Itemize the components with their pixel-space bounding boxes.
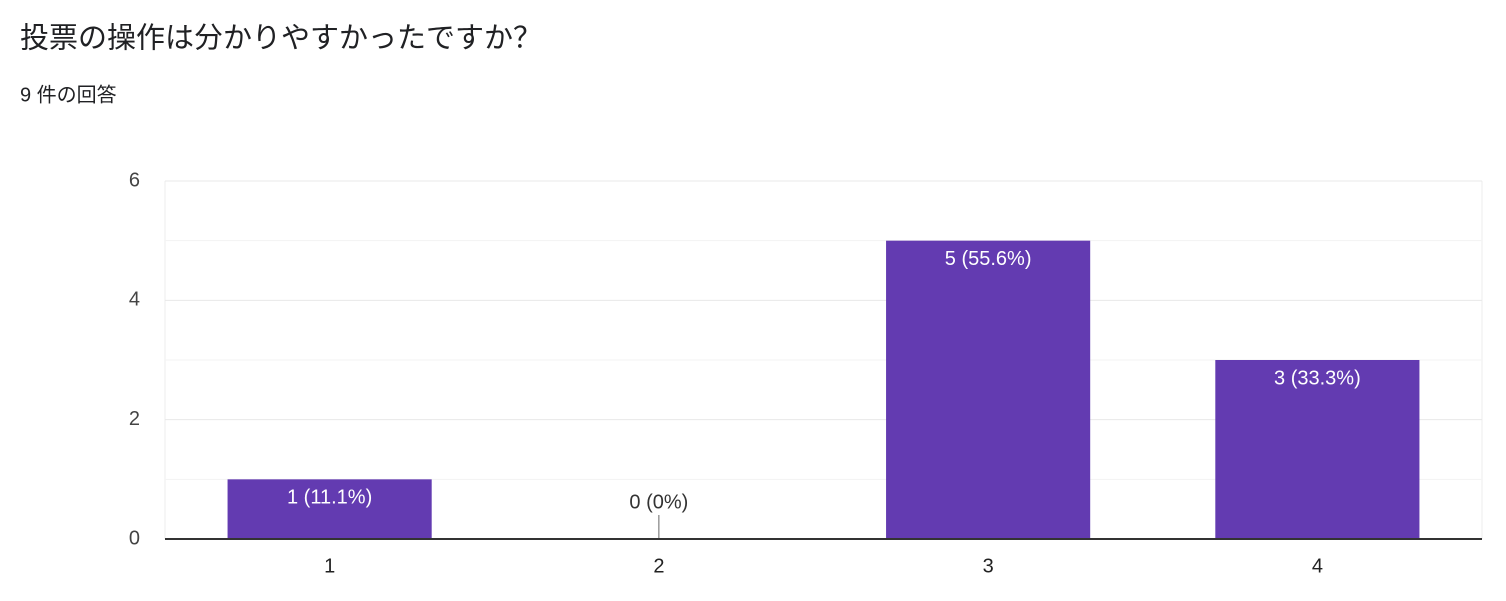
bar [227,479,432,539]
y-tick-label: 4 [129,289,140,311]
bar [1215,360,1420,539]
data-label: 3 (33.3%) [1274,367,1361,389]
x-tick-label: 3 [983,555,994,577]
bar [886,240,1091,539]
x-tick-label: 1 [324,555,335,577]
x-tick-label: 4 [1312,555,1323,577]
chart-title: 投票の操作は分かりやすかったですか？ [20,22,542,55]
x-tick-label: 2 [653,555,664,577]
y-tick-label: 6 [129,169,140,191]
y-tick-label: 2 [129,408,140,430]
data-label: 0 (0%) [629,491,688,513]
data-label: 1 (11.1%) [287,487,372,509]
y-tick-label: 0 [129,527,140,549]
chart-subtitle: 9 件の回答 [20,83,117,106]
data-label: 5 (55.6%) [945,248,1032,270]
